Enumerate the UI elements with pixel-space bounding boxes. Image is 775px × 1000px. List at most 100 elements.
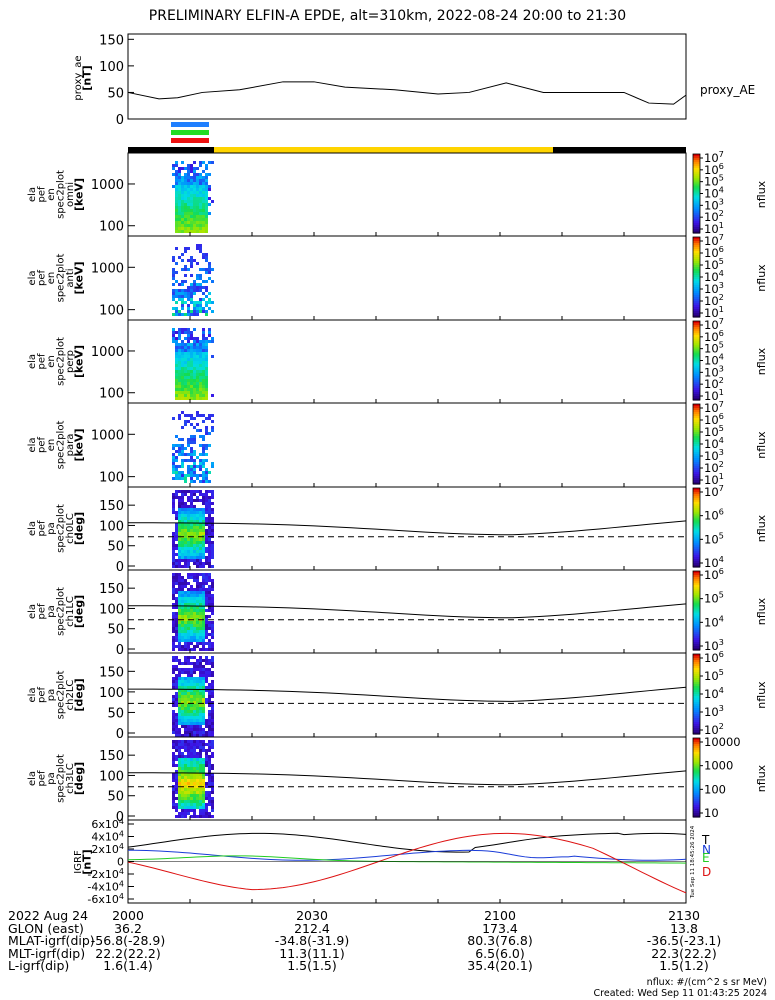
- colorbar-step: [693, 728, 700, 731]
- heatmap-cell: [172, 683, 175, 686]
- colorbar-step: [693, 726, 700, 729]
- heatmap-cell: [178, 767, 181, 770]
- heatmap-cell: [208, 791, 211, 794]
- heatmap-cell: [172, 743, 175, 746]
- heatmap-cell: [193, 553, 196, 556]
- heatmap-cell: [190, 695, 193, 698]
- heatmap-cell: [193, 173, 196, 176]
- heatmap-cell: [184, 797, 187, 800]
- ytick-label: 50: [107, 86, 124, 101]
- heatmap-cell: [205, 289, 208, 292]
- heatmap-cell: [199, 373, 202, 376]
- heatmap-cell: [208, 692, 211, 695]
- heatmap-cell: [178, 256, 181, 259]
- heatmap-cell: [193, 695, 196, 698]
- heatmap-cell: [199, 668, 202, 671]
- heatmap-cell: [202, 645, 205, 648]
- heatmap-cell: [172, 740, 175, 743]
- heatmap-cell: [172, 173, 175, 176]
- heatmap-cell: [190, 453, 193, 456]
- heatmap-cell: [208, 624, 211, 627]
- heatmap-cell: [181, 791, 184, 794]
- heatmap-cell: [205, 367, 208, 370]
- colorbar-step: [693, 440, 700, 443]
- heatmap-cell: [208, 553, 211, 556]
- colorbar-step: [693, 482, 700, 485]
- colorbar-step: [693, 739, 700, 743]
- heatmap-cell: [205, 259, 208, 262]
- heatmap-cell: [199, 683, 202, 686]
- heatmap-cell: [184, 553, 187, 556]
- heatmap-cell: [184, 280, 187, 283]
- colorbar-step: [693, 348, 700, 352]
- heatmap-cell: [181, 227, 184, 230]
- heatmap-cell: [181, 701, 184, 704]
- heatmap-cell: [196, 785, 199, 788]
- heatmap-cell: [202, 541, 205, 544]
- heatmap-cell: [193, 313, 196, 316]
- heatmap-cell: [199, 815, 202, 818]
- heatmap-cell: [202, 355, 205, 358]
- heatmap-cell: [190, 358, 193, 361]
- heatmap-cell: [211, 337, 214, 340]
- heatmap-cell: [175, 456, 178, 459]
- heatmap-cell: [184, 349, 187, 352]
- heatmap-cell: [187, 538, 190, 541]
- heatmap-cell: [196, 244, 199, 247]
- heatmap-cell: [181, 301, 184, 304]
- heatmap-cell: [202, 600, 205, 603]
- heatmap-cell: [181, 517, 184, 520]
- heatmap-cell: [193, 680, 196, 683]
- heatmap-cell: [178, 212, 181, 215]
- heatmap-cell: [193, 206, 196, 209]
- heatmap-cell: [211, 791, 214, 794]
- heatmap-cell: [202, 200, 205, 203]
- heatmap-cell: [172, 541, 175, 544]
- ytick-label: -4x104: [87, 880, 124, 894]
- heatmap-cell: [187, 630, 190, 633]
- heatmap-cell: [196, 746, 199, 749]
- colorbar-step: [693, 458, 700, 461]
- heatmap-cell: [181, 800, 184, 803]
- heatmap-cell: [178, 382, 181, 385]
- colorbar-step: [693, 159, 700, 163]
- heatmap-cell: [196, 645, 199, 648]
- heatmap-cell: [184, 743, 187, 746]
- heatmap-cell: [202, 450, 205, 453]
- heatmap-cell: [184, 734, 187, 737]
- colorbar-step: [693, 213, 700, 216]
- heatmap-cell: [199, 382, 202, 385]
- heatmap-cell: [193, 573, 196, 576]
- heatmap-cell: [208, 725, 211, 728]
- heatmap-cell: [199, 761, 202, 764]
- heatmap-cell: [184, 477, 187, 480]
- heatmap-cell: [193, 499, 196, 502]
- colorbar-step: [693, 245, 700, 248]
- heatmap-cell: [193, 508, 196, 511]
- heatmap-cell: [193, 209, 196, 212]
- heatmap-cell: [190, 474, 193, 477]
- heatmap-cell: [181, 426, 184, 429]
- heatmap-cell: [199, 686, 202, 689]
- heatmap-cell: [202, 710, 205, 713]
- heatmap-cell: [205, 268, 208, 271]
- heatmap-cell: [208, 674, 211, 677]
- heatmap-cell: [196, 343, 199, 346]
- heatmap-cell: [184, 224, 187, 227]
- heatmap-cell: [187, 621, 190, 624]
- heatmap-cell: [196, 731, 199, 734]
- heatmap-cell: [205, 346, 208, 349]
- heatmap-cell: [211, 633, 214, 636]
- heatmap-cell: [190, 674, 193, 677]
- heatmap-cell: [175, 785, 178, 788]
- heatmap-cell: [205, 313, 208, 316]
- heatmap-cell: [199, 346, 202, 349]
- heatmap-cell: [187, 352, 190, 355]
- heatmap-cell: [211, 547, 214, 550]
- heatmap-cell: [193, 633, 196, 636]
- heatmap-cell: [172, 556, 175, 559]
- ylabel-line: pef: [36, 770, 47, 787]
- heatmap-cell: [178, 394, 181, 397]
- heatmap-cell: [193, 627, 196, 630]
- ytick-label: -2x104: [87, 867, 124, 881]
